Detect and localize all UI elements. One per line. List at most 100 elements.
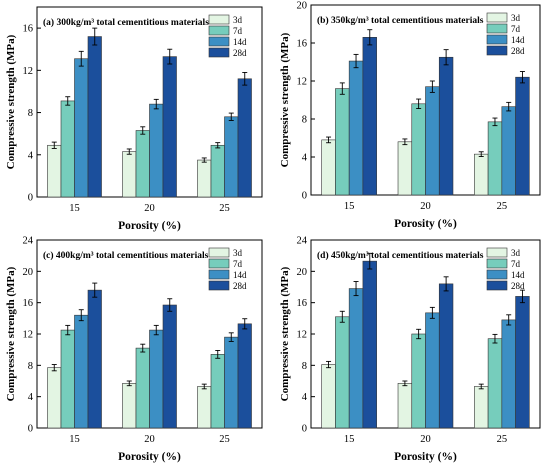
bar-3d-porosity-15 <box>47 144 62 198</box>
legend-label-28d: 28d <box>511 46 525 56</box>
legend-label-7d: 7d <box>233 259 243 269</box>
legend-swatch-3d <box>486 247 508 258</box>
legend-label-28d: 28d <box>233 281 247 291</box>
legend-swatch-3d <box>208 247 230 258</box>
y-tick-label: 20 <box>297 267 308 278</box>
y-tick-label: 20 <box>23 267 34 278</box>
bar-3d-porosity-20 <box>122 151 137 198</box>
bar-28d-porosity-20 <box>438 283 454 429</box>
panel-b: 0 4 8 12 16 20 15 20 25 (b) 350kg/m³ total cement… <box>279 1 541 230</box>
panel-title: (a) 300kg/m³ total cementitious material… <box>43 17 209 28</box>
bar-14d-porosity-25 <box>501 319 516 429</box>
bar-7d-porosity-20 <box>135 130 150 198</box>
legend-swatch-14d <box>486 34 508 45</box>
x-tick-label: 15 <box>344 201 355 212</box>
bar-3d-porosity-15 <box>321 364 336 429</box>
bar-28d-porosity-25 <box>515 296 530 429</box>
bar-14d-porosity-25 <box>224 336 239 429</box>
legend-label-7d: 7d <box>511 259 521 269</box>
bar-7d-porosity-15 <box>335 316 350 429</box>
bar-28d-porosity-25 <box>237 78 252 198</box>
legend-swatch-7d <box>208 25 230 36</box>
x-tick-label: 25 <box>497 201 508 212</box>
y-tick-label: 16 <box>23 298 34 309</box>
x-tick-label: 15 <box>344 434 355 445</box>
panel-a: 0 4 8 12 16 15 20 25 (a) 300kg/m³ total cementit… <box>5 6 263 232</box>
y-axis-title: Compressive strength (MPa) <box>279 32 291 167</box>
bar-28d-porosity-20 <box>438 56 454 196</box>
bar-28d-porosity-15 <box>87 289 102 429</box>
y-axis-title: Compressive strength (MPa) <box>5 266 17 401</box>
bar-14d-porosity-25 <box>501 106 516 196</box>
bar-3d-porosity-20 <box>397 383 413 429</box>
y-axis-title: Compressive strength (MPa) <box>5 34 17 169</box>
legend-swatch-14d <box>208 36 230 47</box>
legend-label-3d: 3d <box>233 15 243 25</box>
legend-label-3d: 3d <box>511 13 521 23</box>
panel-title-text: 350kg/m³ total cementitious materials <box>331 16 484 26</box>
legend-label-7d: 7d <box>233 26 243 36</box>
panel-title: (c) 400kg/m³ total cementitious material… <box>43 250 209 261</box>
bar-28d-porosity-15 <box>87 36 102 198</box>
y-tick-label: 8 <box>302 115 307 126</box>
y-tick-label: 24 <box>23 236 34 247</box>
panel-letter: (b) <box>317 15 331 26</box>
legend-swatch-7d <box>486 258 508 269</box>
bar-14d-porosity-25 <box>224 116 239 198</box>
x-tick-label: 25 <box>497 434 508 445</box>
legend-label-14d: 14d <box>233 270 247 280</box>
legend-swatch-14d <box>208 269 230 280</box>
bar-3d-porosity-20 <box>122 383 137 429</box>
bar-7d-porosity-15 <box>60 100 75 198</box>
legend-swatch-7d <box>486 23 508 34</box>
legend-label-14d: 14d <box>511 35 525 45</box>
legend-swatch-14d <box>486 269 508 280</box>
bar-3d-porosity-15 <box>321 139 336 196</box>
bar-14d-porosity-20 <box>149 103 164 198</box>
x-axis-title: Porosity (%) <box>118 451 181 463</box>
legend-swatch-28d <box>486 45 508 56</box>
bar-14d-porosity-20 <box>149 329 164 429</box>
bar-28d-porosity-15 <box>362 260 377 429</box>
legend-swatch-28d <box>208 47 230 58</box>
y-tick-label: 8 <box>28 361 33 372</box>
bar-7d-porosity-15 <box>60 329 75 429</box>
y-tick-label: 0 <box>28 193 33 204</box>
bar-7d-porosity-25 <box>210 144 225 198</box>
y-tick-label: 12 <box>23 330 34 341</box>
bar-14d-porosity-20 <box>425 312 440 429</box>
bar-7d-porosity-25 <box>210 354 225 429</box>
x-axis-title: Porosity (%) <box>394 451 457 463</box>
bar-7d-porosity-20 <box>135 347 150 429</box>
bar-14d-porosity-15 <box>74 58 89 198</box>
legend-swatch-3d <box>486 12 508 23</box>
y-tick-label: 0 <box>28 424 33 435</box>
legend-label-28d: 28d <box>233 48 247 58</box>
panel-d: 0 4 8 12 16 20 24 15 20 25 (d) 450kg/m³ total ceme… <box>279 236 541 463</box>
y-tick-label: 12 <box>23 66 34 77</box>
bar-3d-porosity-25 <box>197 159 212 198</box>
y-tick-label: 4 <box>28 150 34 161</box>
y-tick-label: 0 <box>302 424 307 435</box>
legend-label-3d: 3d <box>233 248 243 258</box>
bar-3d-porosity-20 <box>397 141 413 196</box>
x-tick-label: 20 <box>420 201 431 212</box>
legend-label-28d: 28d <box>511 281 525 291</box>
x-tick-label: 20 <box>420 434 431 445</box>
y-tick-label: 8 <box>302 361 307 372</box>
x-tick-label: 20 <box>144 434 155 445</box>
x-tick-label: 15 <box>69 203 80 214</box>
legend-swatch-7d <box>208 258 230 269</box>
bar-3d-porosity-25 <box>474 153 489 196</box>
y-tick-label: 4 <box>302 153 308 164</box>
bar-7d-porosity-25 <box>487 338 503 429</box>
bar-3d-porosity-25 <box>197 386 212 429</box>
x-tick-label: 25 <box>219 203 230 214</box>
legend-swatch-28d <box>208 280 230 291</box>
y-tick-label: 8 <box>28 108 33 119</box>
y-tick-label: 12 <box>297 330 308 341</box>
bar-14d-porosity-15 <box>348 288 364 429</box>
panel-title: (b) 350kg/m³ total cementitious material… <box>317 15 484 26</box>
legend-label-14d: 14d <box>511 270 525 280</box>
